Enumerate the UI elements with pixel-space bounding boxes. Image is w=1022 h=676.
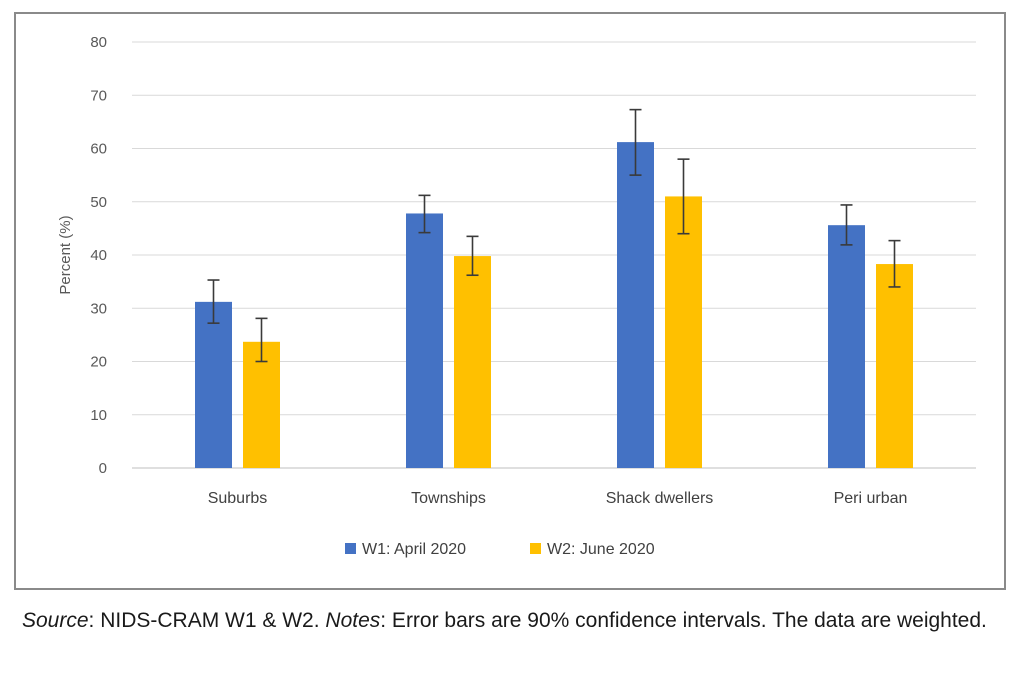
legend-label: W2: June 2020 xyxy=(547,541,655,558)
y-tick-label: 40 xyxy=(90,247,107,264)
bar xyxy=(876,264,913,468)
y-axis-title: Percent (%) xyxy=(57,215,74,294)
y-tick-label: 30 xyxy=(90,300,107,317)
legend-swatch xyxy=(530,543,541,554)
bar xyxy=(617,142,654,469)
bars xyxy=(195,142,913,469)
legend-swatch xyxy=(345,543,356,554)
caption-source-text: : NIDS-CRAM W1 & W2. xyxy=(88,609,326,632)
bar xyxy=(454,256,491,468)
x-category-label: Townships xyxy=(411,490,486,507)
y-tick-label: 70 xyxy=(90,87,107,104)
bar xyxy=(195,301,232,468)
bar xyxy=(828,225,865,468)
y-axis-ticks: 0 10 20 30 40 50 60 70 80 xyxy=(90,34,107,477)
x-category-label: Peri urban xyxy=(834,490,908,507)
x-category-label: Shack dwellers xyxy=(606,490,714,507)
caption-notes-label: Notes xyxy=(325,609,381,632)
y-tick-label: 10 xyxy=(90,407,107,424)
bar xyxy=(665,196,702,469)
legend: W1: April 2020 W2: June 2020 xyxy=(345,541,655,558)
bar xyxy=(406,213,443,468)
bar xyxy=(243,341,280,468)
error-bars xyxy=(207,108,901,363)
bar-chart: 0 10 20 30 40 50 60 70 80 Suburbs Townships Shack … xyxy=(57,34,976,558)
y-tick-label: 60 xyxy=(90,141,107,158)
y-tick-label: 0 xyxy=(99,460,107,477)
caption-notes-text: : Error bars are 90% confidence interval… xyxy=(380,609,987,632)
legend-label: W1: April 2020 xyxy=(362,541,466,558)
y-tick-label: 80 xyxy=(90,34,107,51)
x-axis-labels: Suburbs Townships Shack dwellers Peri urban xyxy=(208,490,908,507)
x-category-label: Suburbs xyxy=(208,490,268,507)
figure-caption: Source: NIDS-CRAM W1 & W2. Notes: Error … xyxy=(22,606,1012,635)
caption-source-label: Source xyxy=(22,609,89,632)
y-tick-label: 20 xyxy=(90,354,107,371)
y-tick-label: 50 xyxy=(90,194,107,211)
